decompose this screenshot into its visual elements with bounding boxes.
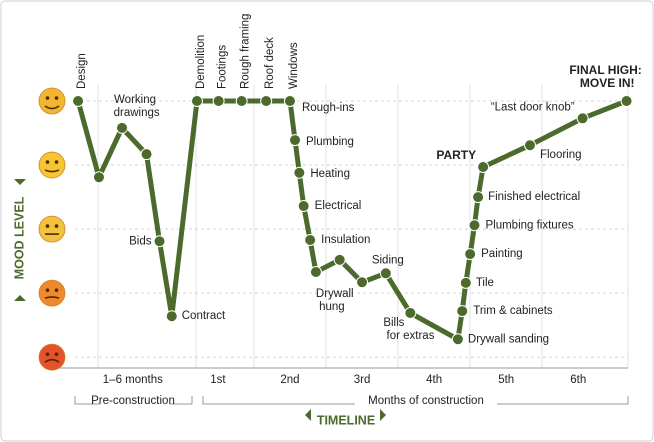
x-tick-label: 1–6 months [103,374,163,386]
point-label: FINAL HIGH: MOVE IN! [569,63,641,90]
eye [54,352,59,356]
point [92,171,105,184]
point-label: Contract [182,310,226,322]
mood-face [38,151,66,179]
point-label: Rough framing [240,14,252,89]
mood-face [38,343,66,371]
point [456,305,469,318]
point-label: Rough-ins [302,102,355,114]
point-label: Trim & cabinets [473,305,553,317]
eye [45,352,50,356]
point-label: “Last door knob” [491,101,575,113]
point-label: Plumbing fixtures [485,219,573,231]
point [72,95,85,108]
mood-face [38,215,66,243]
point-label: Painting [481,248,523,260]
point [116,121,129,134]
mouth [44,105,60,110]
x-tick-label: 2nd [280,374,299,386]
x-axis-title: TIMELINE [317,413,375,427]
face [38,215,66,243]
face [38,279,66,307]
mouth [44,358,60,363]
eye [54,160,59,164]
mouth [44,296,60,299]
y-axis-title: MOOD LEVEL [12,196,26,279]
point-label: Plumbing [306,136,354,148]
x-tick-label: 3rd [354,374,371,386]
eye [45,288,50,292]
point [464,248,477,261]
point [477,160,490,173]
point-label: Drywall hung [316,288,354,313]
bracket-gap [100,396,170,410]
bracket-gap [355,396,497,410]
point [212,95,225,108]
eye [45,160,50,164]
point-label: Siding [372,254,404,266]
face [38,87,66,115]
point [309,266,322,279]
point [260,95,273,108]
point-label: Electrical [315,200,362,212]
point-label: Insulation [321,234,370,246]
point [333,253,346,266]
point-label: Footings [217,45,229,89]
point [459,276,472,289]
point [140,148,153,161]
eye [54,96,59,100]
point-label: Demolition [195,35,207,89]
point-label: PARTY [436,148,476,162]
mood-face [38,279,66,307]
point [190,95,203,108]
point-label: Heating [310,168,350,180]
point-label: Finished electrical [488,191,580,203]
point [304,233,317,246]
point [165,310,178,323]
construction-label: Months of construction [368,395,484,407]
point [523,139,536,152]
point [235,95,248,108]
mood-face [38,87,66,115]
eye [45,224,50,228]
point [153,235,166,248]
point-label: Design [76,53,88,89]
point [379,267,392,280]
face [38,151,66,179]
mouth [44,169,60,173]
eye [54,288,59,292]
point [283,95,296,108]
point [356,276,369,289]
point-label: Drywall sanding [468,333,549,345]
point [472,191,485,204]
x-tick-label: 6th [570,374,586,386]
point [576,112,589,125]
point-label: Bids [129,235,152,247]
point [404,307,417,319]
face [38,343,66,371]
point-label: Tile [476,277,494,289]
point [451,333,464,346]
point [468,219,481,232]
point-label: Windows [288,42,300,89]
point-label: Flooring [540,149,582,161]
eye [45,96,50,100]
point [620,95,633,108]
point-label: Roof deck [264,37,276,89]
point [293,166,306,179]
x-tick-label: 4th [426,374,442,386]
point-label: Bills for extras [383,317,434,342]
point [297,200,310,213]
eye [54,224,59,228]
point [289,134,302,147]
point-label: Working drawings [110,94,159,119]
x-tick-label: 1st [210,374,226,386]
x-tick-label: 5th [498,374,514,386]
pre-label: Pre-construction [91,395,175,407]
